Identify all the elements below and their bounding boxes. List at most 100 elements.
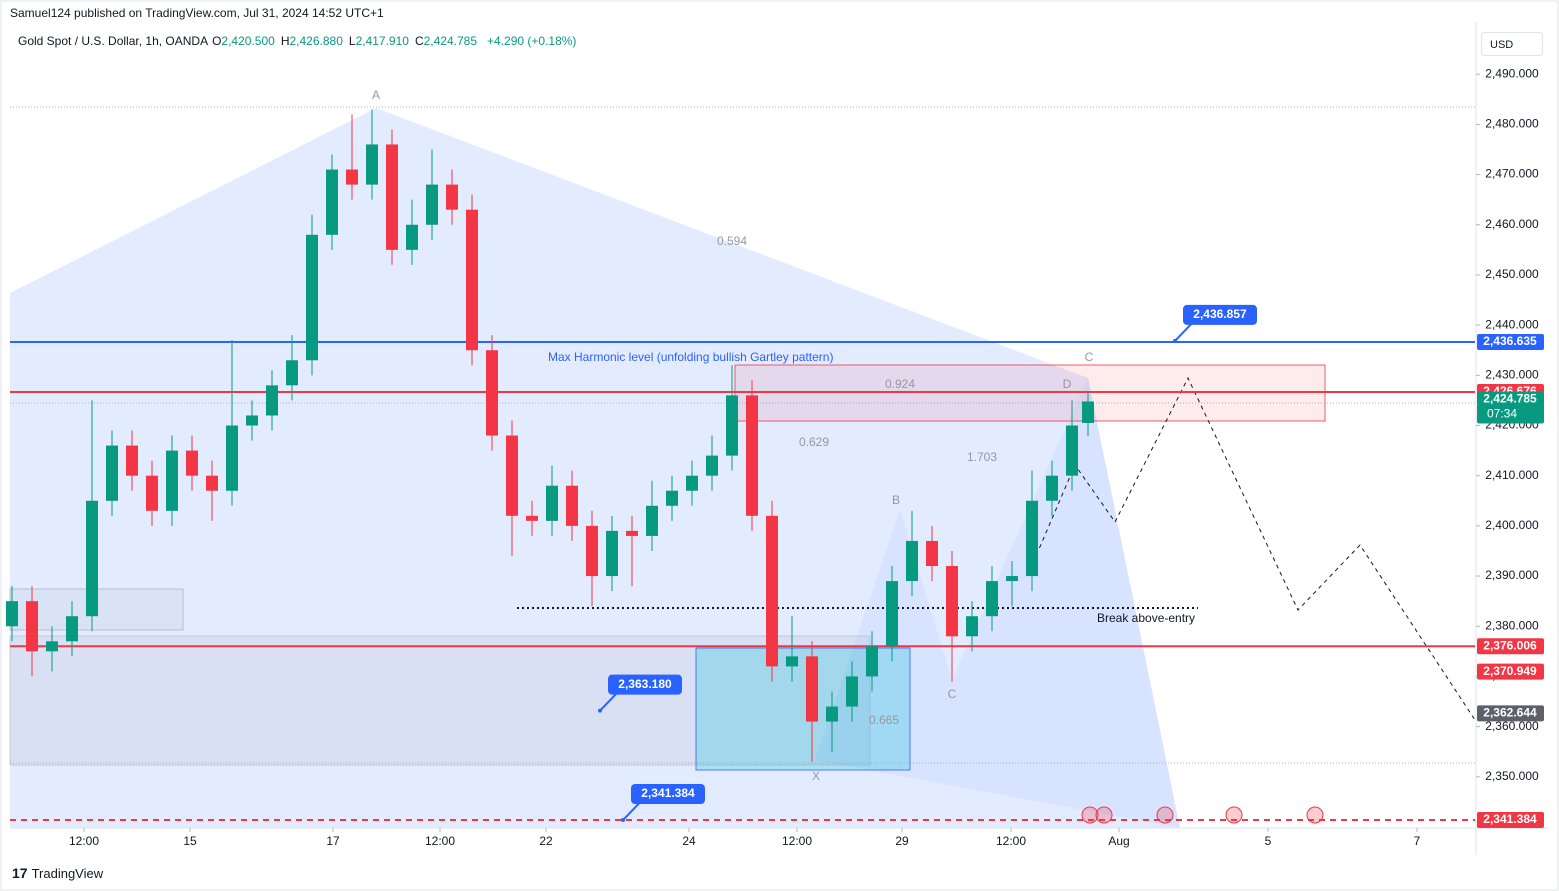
- candle-body: [26, 601, 38, 652]
- symbol: Gold Spot / U.S. Dollar, 1h, OANDA: [18, 34, 209, 48]
- level-label: 2,436.635: [1483, 334, 1537, 348]
- annotation: 0.629: [799, 435, 829, 449]
- candle-body: [1082, 401, 1094, 423]
- callout-label: 2,436.857: [1193, 307, 1247, 321]
- candle-body: [866, 646, 878, 677]
- drawings: [9, 106, 1476, 828]
- y-tick-label: 2,350.000: [1485, 769, 1539, 783]
- candle-body: [646, 505, 658, 536]
- x-tick-label: 5: [1265, 834, 1272, 848]
- y-tick-label: 2,410.000: [1485, 468, 1539, 482]
- event-icons: [1081, 806, 1324, 824]
- ohlc-value: 2,426.880: [289, 34, 343, 48]
- brand-logo: 17: [12, 865, 28, 881]
- annotation: C: [948, 687, 957, 701]
- y-tick-label: 2,470.000: [1485, 167, 1539, 181]
- candle-body: [486, 350, 498, 436]
- candle-body: [446, 184, 458, 210]
- candle-body: [426, 184, 438, 225]
- candle-body: [986, 581, 998, 617]
- callout-box: [608, 674, 682, 695]
- candle-body: [1006, 576, 1018, 582]
- level-label: 2,376.006: [1483, 638, 1537, 652]
- candle-body: [66, 616, 78, 642]
- x-tick-label: 7: [1414, 834, 1421, 848]
- candle-body: [686, 475, 698, 491]
- ohlc-value: 2,424.785: [423, 34, 478, 48]
- candle-body: [766, 515, 778, 667]
- candle-body: [406, 224, 418, 250]
- candle-body: [266, 385, 278, 416]
- x-tick-label: 24: [682, 834, 696, 848]
- callout-anchor: [598, 708, 602, 713]
- candle-body: [1046, 475, 1058, 501]
- annotation: X: [812, 769, 820, 783]
- level-label: 2,341.384: [1483, 812, 1537, 826]
- ohlc-key: C: [414, 34, 424, 48]
- y-tick-label: 2,430.000: [1485, 367, 1539, 381]
- annotation: A: [372, 88, 380, 102]
- x-tick-label: Aug: [1108, 834, 1129, 848]
- candle-body: [106, 445, 118, 501]
- range-box: [9, 635, 871, 766]
- candle-body: [546, 485, 558, 521]
- candle-body: [746, 395, 758, 516]
- candle-body: [126, 445, 138, 476]
- annotation: Break above-entry: [1097, 611, 1195, 625]
- candle-body: [146, 475, 158, 511]
- annotation: Max Harmonic level (unfolding bullish Ga…: [548, 350, 833, 364]
- annotation: 1.703: [967, 450, 997, 464]
- candle-body: [206, 475, 218, 491]
- publisher: Samuel124 published on TradingView.com, …: [10, 6, 384, 20]
- x-tick-label: 15: [183, 834, 197, 848]
- last-price-label: 2,424.785: [1483, 392, 1537, 406]
- annotation: C: [1085, 350, 1094, 364]
- level-label: 2,370.949: [1483, 664, 1537, 678]
- candle-body: [166, 450, 178, 511]
- candle-body: [966, 616, 978, 637]
- ohlc-key: H: [280, 34, 290, 48]
- candle-body: [806, 656, 818, 722]
- candle-body: [6, 601, 18, 627]
- callout-label: 2,363.180: [618, 677, 672, 691]
- candle-body: [46, 641, 58, 652]
- x-tick-label: 12:00: [996, 834, 1026, 848]
- annotation: 0.924: [885, 377, 915, 391]
- candle-body: [306, 234, 318, 361]
- y-tick-label: 2,480.000: [1485, 117, 1539, 131]
- countdown: 07:34: [1487, 407, 1517, 421]
- ohlc: O 2,420.500 H 2,426.880 L 2,417.910 C 2,424.785: [212, 34, 483, 48]
- ohlc-value: 2,420.500: [221, 34, 275, 48]
- y-tick-label: 2,360.000: [1485, 719, 1539, 733]
- x-tick-label: 12:00: [782, 834, 812, 848]
- currency-button[interactable]: USD: [1481, 32, 1543, 56]
- event-icon: [1225, 806, 1243, 824]
- candle-body: [786, 656, 798, 667]
- candle-body: [246, 415, 258, 426]
- candle-body: [286, 360, 298, 386]
- candle-body: [846, 676, 858, 707]
- ohlc-key: O: [212, 34, 222, 48]
- level-tag: [1477, 638, 1544, 655]
- y-tick-label: 2,440.000: [1485, 317, 1539, 331]
- annotation: 0.665: [869, 713, 899, 727]
- y-tick-label: 2,380.000: [1485, 618, 1539, 632]
- brand-name: TradingView: [31, 865, 104, 881]
- annotation: B: [892, 493, 900, 507]
- candle-body: [946, 566, 958, 637]
- callout-box: [1183, 304, 1257, 325]
- x-tick-label: 12:00: [69, 834, 99, 848]
- candle-body: [86, 500, 98, 617]
- x-tick-label: 17: [326, 834, 340, 848]
- candle-body: [386, 144, 398, 250]
- event-icon: [1306, 806, 1324, 824]
- ohlc-key: L: [348, 34, 356, 48]
- candle-body: [1026, 500, 1038, 577]
- y-tick-label: 2,390.000: [1485, 568, 1539, 582]
- level-tag: [1477, 705, 1544, 722]
- event-icon: [1081, 806, 1099, 824]
- candle-body: [366, 144, 378, 185]
- callout-label: 2,341.384: [641, 786, 695, 800]
- candle-body: [586, 525, 598, 577]
